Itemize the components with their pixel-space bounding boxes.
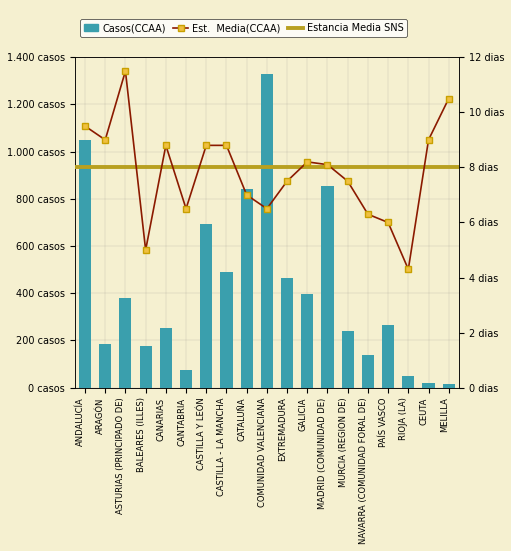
Bar (382, 325, 394, 388)
Bar (342, 331, 354, 388)
Bar (423, 383, 434, 388)
Bar (261, 74, 273, 388)
Bar (120, 298, 131, 388)
Bar (180, 370, 192, 388)
Bar (140, 347, 152, 388)
Bar (402, 376, 414, 388)
Bar (362, 355, 374, 388)
Bar (241, 190, 253, 388)
Bar (281, 278, 293, 388)
Bar (321, 186, 334, 388)
Bar (301, 294, 313, 388)
Bar (200, 224, 212, 388)
Legend: Casos(CCAA), Est.  Media(CCAA), Estancia Media SNS: Casos(CCAA), Est. Media(CCAA), Estancia … (80, 19, 407, 37)
Bar (220, 272, 233, 388)
Bar (160, 327, 172, 388)
Bar (443, 384, 455, 388)
Bar (79, 140, 91, 388)
Bar (99, 344, 111, 388)
